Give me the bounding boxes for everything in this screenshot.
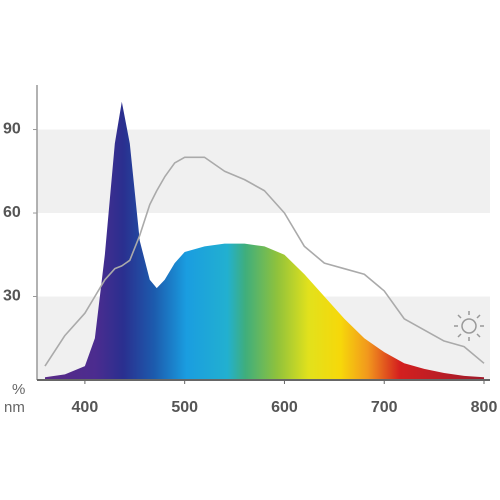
grid-band bbox=[37, 129, 490, 214]
y-tick-label: 60 bbox=[3, 204, 21, 221]
x-tick-label: 700 bbox=[371, 399, 398, 416]
x-tick-label: 600 bbox=[271, 399, 298, 416]
sun-icon bbox=[454, 311, 484, 341]
x-tick-label: 800 bbox=[471, 399, 498, 416]
x-tick-label: 400 bbox=[72, 399, 99, 416]
y-axis-label: % bbox=[12, 381, 25, 398]
y-tick-label: 30 bbox=[3, 288, 21, 305]
sunlight-line bbox=[44, 156, 485, 367]
marks bbox=[44, 101, 485, 380]
x-axis-label: nm bbox=[4, 399, 25, 416]
x-tick-label: 500 bbox=[171, 399, 198, 416]
y-tick-label: 90 bbox=[3, 121, 21, 138]
spectrum-area bbox=[44, 101, 485, 380]
